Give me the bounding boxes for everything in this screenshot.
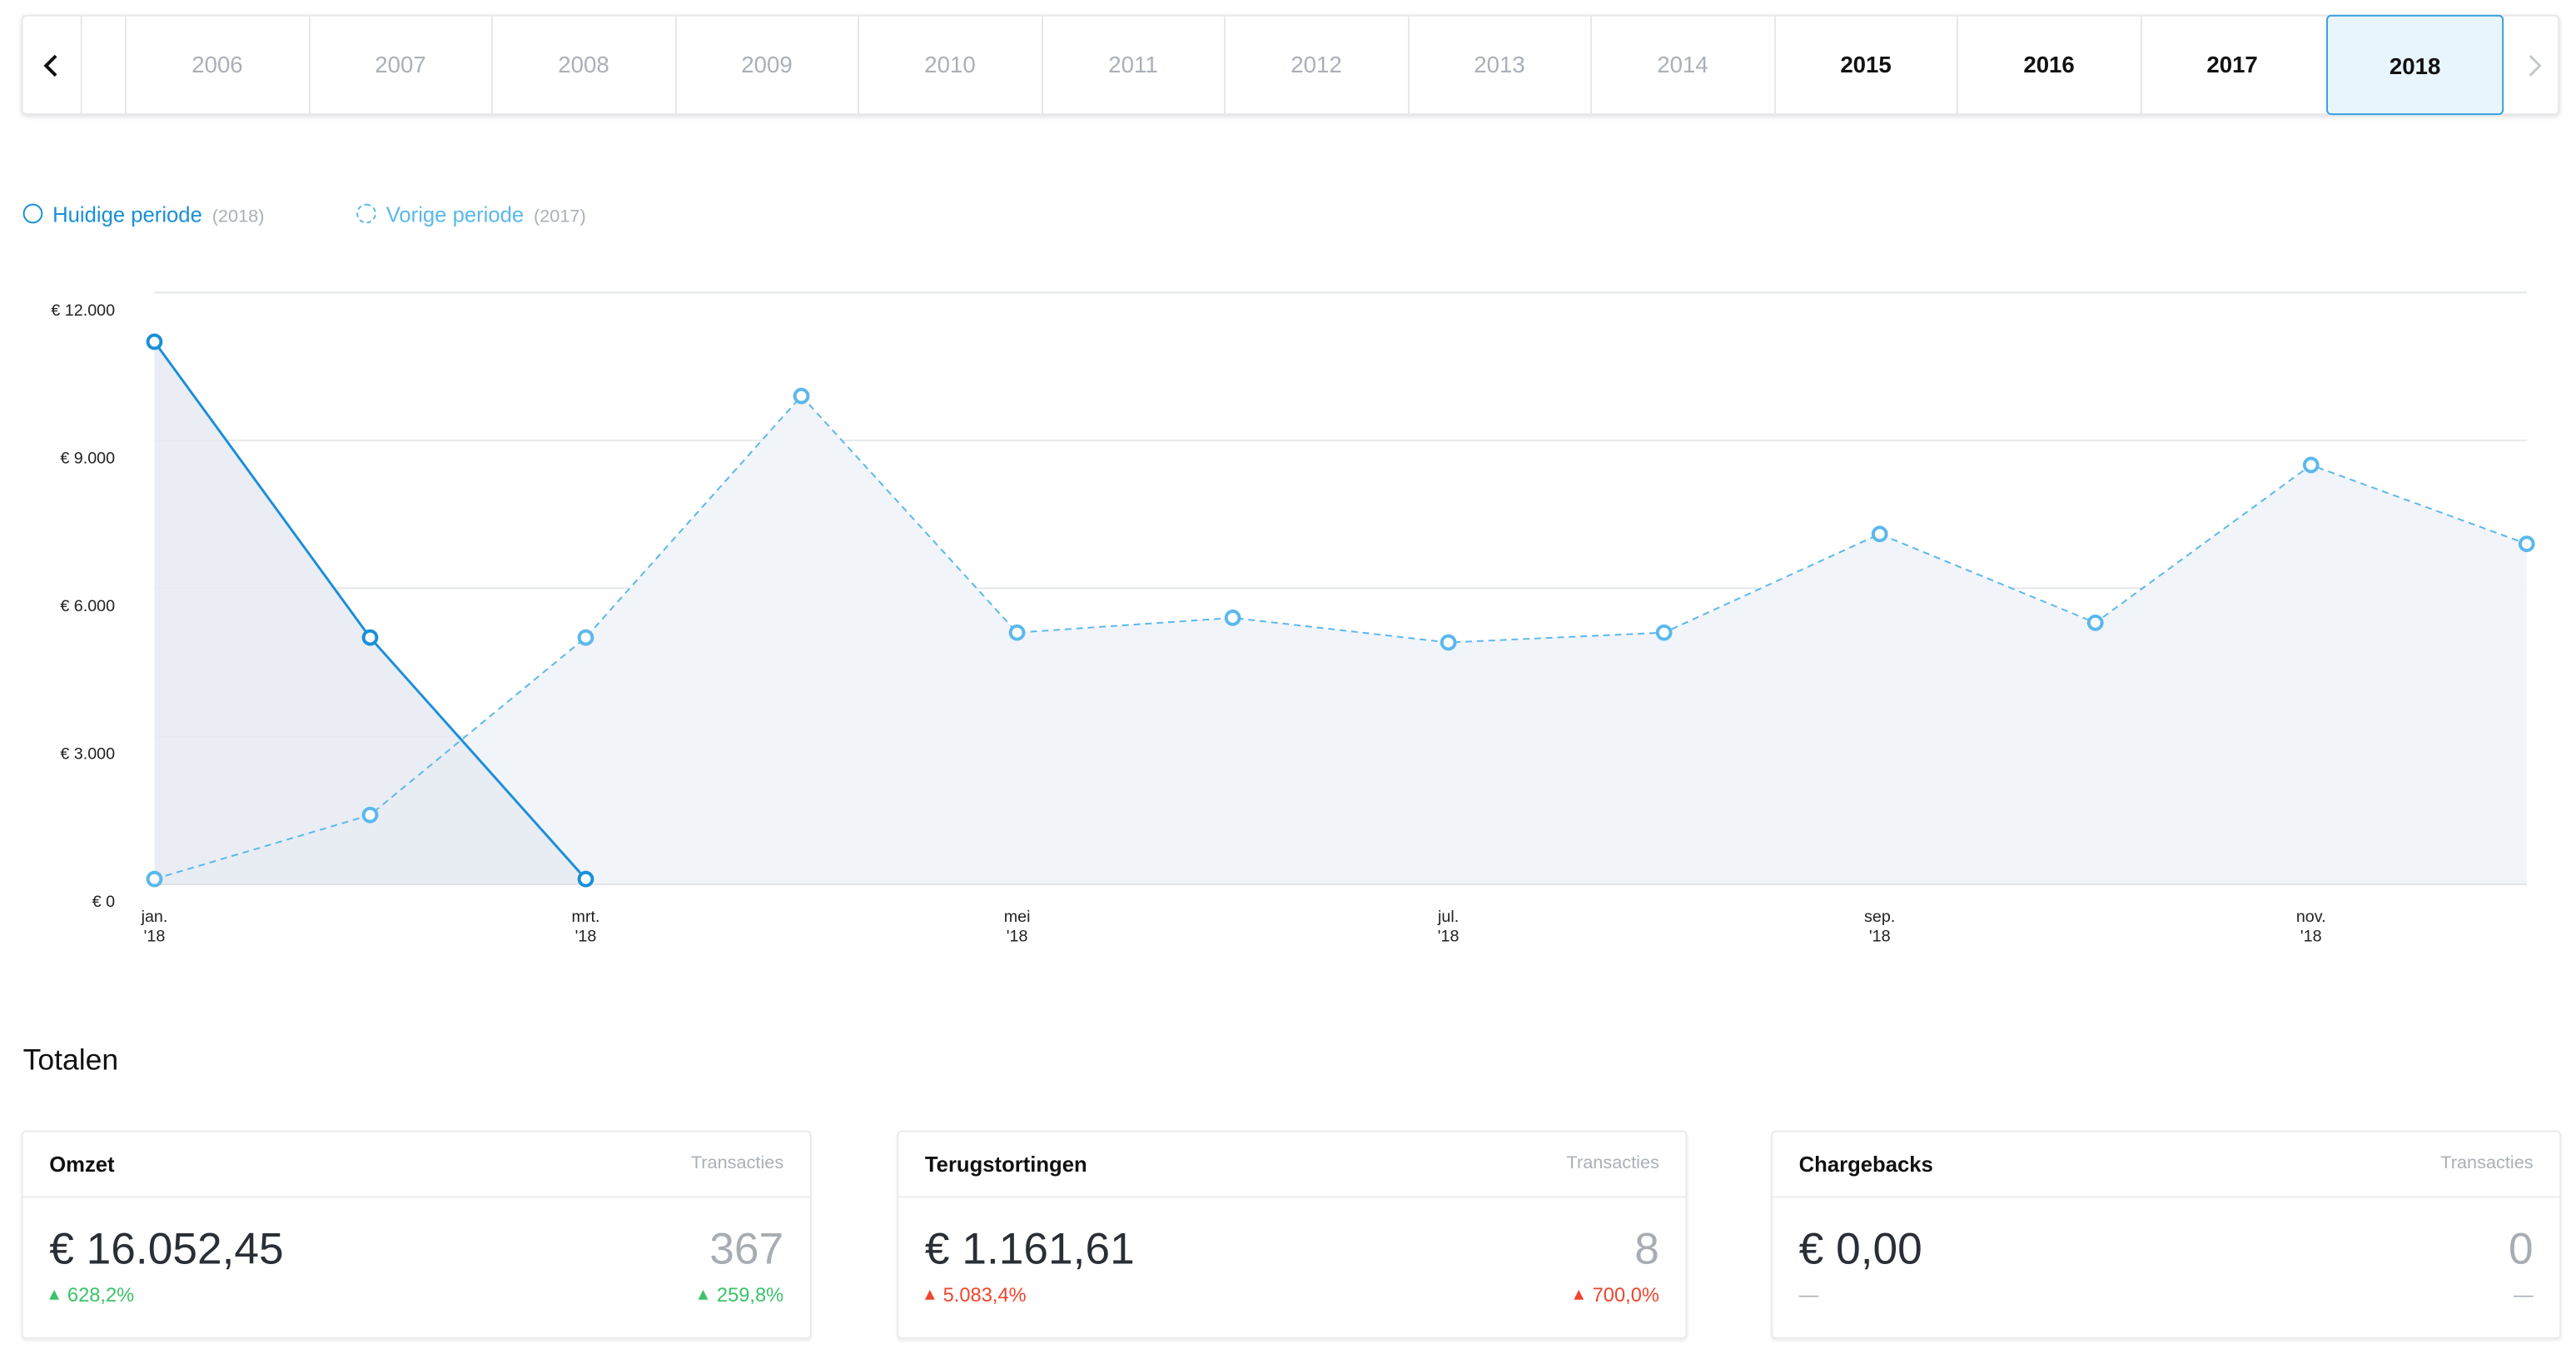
prev-button[interactable]	[23, 17, 81, 113]
card-title: Terugstortingen	[924, 1152, 1087, 1177]
card-amount: € 0,00	[1798, 1224, 1922, 1274]
card-change: —	[1799, 1283, 1819, 1307]
change-value: 5.083,4%	[942, 1283, 1027, 1307]
data-point	[1224, 610, 1241, 626]
year-tab: 2014	[1590, 16, 1773, 114]
x-tick-label: mei '18	[1004, 908, 1031, 946]
card-header: Omzet Transacties	[22, 1132, 810, 1198]
legend-icon	[22, 203, 43, 224]
legend-item: Huidige periode (2018)	[22, 202, 265, 227]
total-card: Terugstortingen Transacties € 1.161,61 8 5.0…	[897, 1130, 1688, 1340]
year-tab: 2010	[858, 16, 1041, 114]
y-tick-label: € 6.000	[60, 597, 115, 615]
card-count: 367	[709, 1224, 784, 1274]
data-point	[146, 333, 163, 351]
card-title: Omzet	[49, 1152, 115, 1177]
total-card: Omzet Transacties € 16.052,45 367 628,2% 259,…	[21, 1130, 812, 1340]
area	[154, 396, 2527, 884]
trend-icon	[1574, 1289, 1584, 1300]
card-change: 700,0%	[1574, 1283, 1659, 1307]
legend-icon	[356, 203, 376, 224]
data-point	[2086, 614, 2104, 631]
legend-item: Vorige periode (2017)	[356, 202, 586, 227]
card-count: 8	[1634, 1224, 1659, 1274]
next-icon	[2529, 55, 2542, 77]
trend-icon	[49, 1289, 60, 1300]
card-count-label: Transacties	[2440, 1153, 2534, 1173]
chart: € 0 € 3.000 € 6.000 € 9.000 € 12.000 jan. '18 m…	[51, 291, 2535, 946]
series-line	[154, 395, 2528, 880]
prev-icon	[43, 54, 57, 77]
data-point	[361, 629, 379, 646]
total-card: Chargebacks Transacties € 0,00 0 — —	[1771, 1130, 2562, 1340]
legend-name: Huidige periode	[52, 202, 202, 227]
card-amount: € 1.161,61	[924, 1224, 1135, 1274]
trend-icon	[699, 1289, 709, 1300]
data-point	[2518, 535, 2535, 552]
area	[154, 341, 586, 884]
data-point	[577, 629, 594, 646]
x-tick-label: jan. '18	[141, 908, 168, 946]
y-tick-label: € 0	[92, 893, 115, 911]
data-point	[1655, 624, 1673, 641]
trend-icon	[924, 1289, 935, 1300]
y-tick-label: € 3.000	[60, 745, 115, 764]
card-header: Chargebacks Transacties	[1773, 1132, 2560, 1198]
year-tab: 2012	[1224, 16, 1407, 114]
legend-period: (2017)	[533, 207, 586, 227]
year-tab[interactable]: 2017	[2140, 16, 2323, 114]
y-tick-label: € 12.000	[51, 301, 115, 320]
year-tab[interactable]: 2018	[2326, 14, 2504, 116]
year-tab: 2006	[124, 16, 308, 114]
card-header: Terugstortingen Transacties	[898, 1132, 1686, 1198]
card-amount: € 16.052,45	[49, 1224, 284, 1274]
next-button[interactable]	[2504, 17, 2561, 113]
year-tab: 2009	[674, 16, 858, 114]
change-value: —	[2513, 1283, 2534, 1307]
data-point	[793, 387, 810, 405]
data-point	[1871, 525, 1888, 543]
card-change: —	[2514, 1283, 2534, 1307]
card-change: 259,8%	[699, 1283, 783, 1307]
card-change: 628,2%	[49, 1283, 134, 1307]
data-point	[1440, 634, 1457, 651]
year-tab: 2008	[490, 16, 674, 114]
year-tab[interactable]: 2016	[1957, 16, 2140, 114]
data-point	[146, 870, 163, 888]
year-tab: 2011	[1041, 16, 1224, 114]
year-tabs: 2006 2007 2008 2009 2010 2011 2012 2013 2014 2015…	[21, 14, 2561, 116]
data-point	[361, 806, 379, 824]
change-value: 700,0%	[1592, 1283, 1659, 1307]
data-point	[2302, 456, 2320, 474]
y-tick-label: € 9.000	[60, 449, 115, 467]
change-value: 259,8%	[716, 1283, 784, 1307]
legend-period: (2018)	[211, 207, 265, 227]
card-count-label: Transacties	[1566, 1153, 1659, 1173]
tab-spacer	[80, 16, 125, 114]
x-tick-label: sep. '18	[1864, 908, 1895, 946]
legend-name: Vorige periode	[385, 202, 525, 227]
year-tab: 2013	[1407, 16, 1590, 114]
card-change: 5.083,4%	[924, 1283, 1027, 1307]
x-tick-label: jul. '18	[1437, 908, 1459, 946]
totals-title: Totalen	[22, 1043, 119, 1077]
change-value: 628,2%	[67, 1283, 135, 1307]
x-tick-label: mrt. '18	[572, 908, 600, 946]
card-count: 0	[2509, 1224, 2534, 1274]
card-title: Chargebacks	[1798, 1152, 1933, 1177]
change-value: —	[1798, 1283, 1819, 1307]
year-tab[interactable]: 2015	[1773, 16, 1957, 114]
year-tab: 2007	[307, 16, 491, 114]
data-point	[1008, 624, 1026, 641]
card-count-label: Transacties	[690, 1153, 784, 1173]
data-point	[577, 870, 594, 888]
x-tick-label: nov. '18	[2296, 908, 2326, 946]
